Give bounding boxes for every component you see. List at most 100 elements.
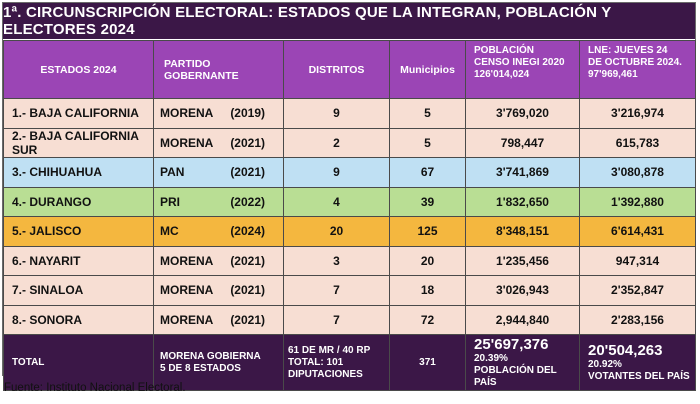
total-lne-value: 20'504,263 (588, 342, 663, 359)
total-poblacion: 25'697,376 20.39% POBLACIÓN DEL PAÍS (465, 334, 580, 391)
total-row: TOTAL MORENA GOBIERNA 5 DE 8 ESTADOS 61 … (3, 334, 696, 391)
distritos-cell: 3 (283, 245, 390, 276)
distritos-cell: 4 (283, 186, 390, 217)
header-lne-line1: LNE: JUEVES 24 (588, 45, 668, 56)
lne-cell: 2'283,156 (579, 304, 696, 335)
poblacion-cell: 798,447 (465, 127, 580, 158)
lne-cell: 947,314 (579, 245, 696, 276)
total-distritos-line3: DIPUTACIONES (288, 368, 363, 380)
party-name: MORENA (160, 312, 214, 327)
total-lne: 20'504,263 20.92% VOTANTES DEL PAÍS (579, 334, 696, 391)
party-cell: MC (2024) (153, 216, 284, 247)
poblacion-cell: 3'026,943 (465, 275, 580, 306)
header-poblacion-line2: CENSO INEGI 2020 (474, 57, 565, 68)
total-distritos-line1: 61 DE MR / 40 RP (288, 344, 371, 356)
party-year: (2019) (230, 106, 265, 121)
header-lne-line2: DE OCTUBRE 2024. (588, 57, 682, 68)
party-year: (2021) (230, 253, 265, 268)
header-row: ESTADOS 2024 PARTIDO GOBERNANTE DISTRITO… (3, 40, 696, 99)
total-poblacion-caption: POBLACIÓN DEL PAÍS (474, 365, 557, 388)
table-title: 1ª. CIRCUNSCRIPCIÓN ELECTORAL: ESTADOS Q… (3, 3, 695, 39)
party-cell: MORENA (2021) (153, 304, 284, 335)
state-cell: 8.- SONORA (3, 304, 154, 335)
total-lne-caption: VOTANTES DEL PAÍS (588, 371, 690, 382)
header-municipios: Municipios (389, 40, 466, 99)
distritos-cell: 7 (283, 275, 390, 306)
party-year: (2021) (230, 312, 265, 327)
total-poblacion-percent: 20.39% (474, 353, 508, 364)
table-row: 2.- BAJA CALIFORNIA SUR MORENA (2021) 2 5 798… (3, 127, 696, 158)
party-name: PRI (160, 194, 181, 209)
distritos-cell: 9 (283, 98, 390, 129)
lne-cell: 2'352,847 (579, 275, 696, 306)
total-municipios: 371 (389, 334, 466, 391)
municipios-cell: 125 (389, 216, 466, 247)
poblacion-cell: 3'741,869 (465, 157, 580, 188)
party-cell: MORENA (2021) (153, 275, 284, 306)
party-name: MORENA (160, 135, 214, 150)
header-poblacion-line1: POBLACIÓN (474, 45, 534, 56)
party-cell: PAN (2021) (153, 157, 284, 188)
poblacion-cell: 1'235,456 (465, 245, 580, 276)
municipios-cell: 72 (389, 304, 466, 335)
header-poblacion: POBLACIÓN CENSO INEGI 2020 126'014,024 (465, 40, 580, 99)
party-name: MORENA (160, 253, 214, 268)
party-year: (2021) (230, 135, 265, 150)
lne-cell: 3'080,878 (579, 157, 696, 188)
party-year: (2024) (230, 224, 265, 239)
lne-cell: 6'614,431 (579, 216, 696, 247)
lne-cell: 3'216,974 (579, 98, 696, 129)
table-row: 5.- JALISCO MC (2024) 20 125 8'348,151 6'614,4… (3, 216, 696, 247)
table-row: 3.- CHIHUAHUA PAN (2021) 9 67 3'741,869 3'080,… (3, 157, 696, 188)
party-name: MORENA (160, 106, 214, 121)
state-cell: 3.- CHIHUAHUA (3, 157, 154, 188)
party-year: (2021) (230, 165, 265, 180)
poblacion-cell: 1'832,650 (465, 186, 580, 217)
municipios-cell: 39 (389, 186, 466, 217)
party-year: (2022) (230, 194, 265, 209)
state-cell: 5.- JALISCO (3, 216, 154, 247)
municipios-cell: 18 (389, 275, 466, 306)
total-poblacion-value: 25'697,376 (474, 336, 549, 353)
party-cell: MORENA (2019) (153, 98, 284, 129)
total-partido-line1: MORENA GOBIERNA (160, 350, 261, 362)
source-note: Fuente: Instituto Nacional Electoral. (4, 382, 186, 394)
total-distritos: 61 DE MR / 40 RP TOTAL: 101 DIPUTACIONES (283, 334, 390, 391)
party-year: (2021) (230, 283, 265, 298)
state-cell: 4.- DURANGO (3, 186, 154, 217)
total-partido-line2: 5 DE 8 ESTADOS (160, 362, 241, 374)
party-cell: MORENA (2021) (153, 127, 284, 158)
party-cell: MORENA (2021) (153, 245, 284, 276)
total-label: TOTAL (3, 334, 154, 391)
party-name: MORENA (160, 283, 214, 298)
poblacion-cell: 3'769,020 (465, 98, 580, 129)
state-cell: 7.- SINALOA (3, 275, 154, 306)
table-row: 7.- SINALOA MORENA (2021) 7 18 3'026,943 2'352… (3, 275, 696, 306)
party-name: PAN (160, 165, 185, 180)
electoral-table: ESTADOS 2024 PARTIDO GOBERNANTE DISTRITO… (3, 40, 696, 391)
municipios-cell: 67 (389, 157, 466, 188)
table-row: 6.- NAYARIT MORENA (2021) 3 20 1'235,456 947,3… (3, 245, 696, 276)
party-cell: PRI (2022) (153, 186, 284, 217)
municipios-cell: 20 (389, 245, 466, 276)
distritos-cell: 2 (283, 127, 390, 158)
table-row: 4.- DURANGO PRI (2022) 4 39 1'832,650 1'392,88… (3, 186, 696, 217)
table-row: 1.- BAJA CALIFORNIA MORENA (2019) 9 5 3'769,0… (3, 98, 696, 129)
total-distritos-line2: TOTAL: 101 (288, 356, 344, 368)
total-lne-percent: 20.92% (588, 359, 622, 370)
distritos-cell: 7 (283, 304, 390, 335)
state-cell: 1.- BAJA CALIFORNIA (3, 98, 154, 129)
header-distritos: DISTRITOS (283, 40, 390, 99)
lne-cell: 615,783 (579, 127, 696, 158)
header-estados: ESTADOS 2024 (3, 40, 154, 99)
poblacion-cell: 8'348,151 (465, 216, 580, 247)
header-lne-line3: 97'969,461 (588, 69, 638, 80)
distritos-cell: 9 (283, 157, 390, 188)
municipios-cell: 5 (389, 98, 466, 129)
state-cell: 6.- NAYARIT (3, 245, 154, 276)
distritos-cell: 20 (283, 216, 390, 247)
header-poblacion-line3: 126'014,024 (474, 69, 530, 80)
header-partido: PARTIDO GOBERNANTE (153, 40, 284, 99)
municipios-cell: 5 (389, 127, 466, 158)
party-name: MC (160, 224, 179, 239)
